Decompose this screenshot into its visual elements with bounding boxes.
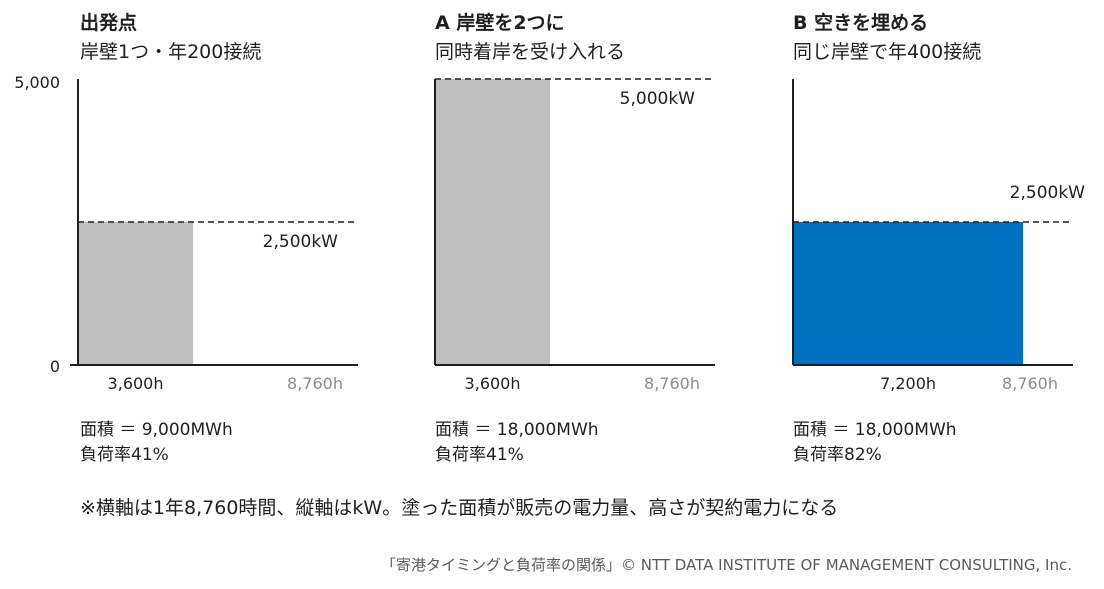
y-tick-label-max: 5,000: [14, 73, 60, 92]
panel-2-load-factor-stat: 負荷率41%: [435, 445, 524, 465]
panel-2-title: A 岸壁を2つに: [435, 11, 565, 34]
panel-3-load-factor-stat: 負荷率82%: [793, 445, 882, 465]
panel-2-bar: [435, 79, 551, 365]
panel-3-x-label-used-hours: 7,200h: [880, 374, 936, 393]
panel-1-capacity-label: 2,500kW: [263, 232, 339, 252]
panel-1-title: 出発点: [80, 11, 137, 34]
panel-option-b: B 空きを埋める 同じ岸壁で年400接続 2,500kW 7,200h 8,76…: [792, 11, 1086, 465]
panel-1-subtitle: 岸壁1つ・年200接続: [80, 41, 261, 63]
y-tick-label-zero: 0: [50, 357, 60, 376]
panel-2-area-stat: 面積 ＝ 18,000MWh: [435, 420, 599, 440]
panel-2-x-label-used-hours: 3,600h: [465, 374, 521, 393]
panel-3-area-stat: 面積 ＝ 18,000MWh: [793, 420, 957, 440]
panel-3-title: B 空きを埋める: [793, 11, 928, 34]
panel-3-bar: [793, 222, 1024, 365]
panel-3-x-label-total-hours: 8,760h: [1002, 374, 1058, 393]
panel-2-x-label-total-hours: 8,760h: [644, 374, 700, 393]
footnote: ※横軸は1年8,760時間、縦軸はkW。塗った面積が販売の電力量、高さが契約電力…: [80, 496, 838, 519]
panel-1-x-label-used-hours: 3,600h: [108, 374, 164, 393]
panel-option-a: A 岸壁を2つに 同時着岸を受け入れる 5,000kW 3,600h 8,760…: [434, 11, 715, 465]
copyright-credit: 「寄港タイミングと負荷率の関係」© NTT DATA INSTITUTE OF …: [381, 556, 1072, 574]
panel-1-load-factor-stat: 負荷率41%: [80, 445, 169, 465]
panel-1-x-label-total-hours: 8,760h: [287, 374, 343, 393]
panel-1-area-stat: 面積 ＝ 9,000MWh: [80, 420, 233, 440]
panel-1-bar: [78, 222, 194, 365]
panel-starting-point: 出発点 岸壁1つ・年200接続 5,000 0 2,500kW 3,600h 8…: [14, 11, 358, 465]
panel-2-subtitle: 同時着岸を受け入れる: [435, 41, 625, 63]
panel-3-subtitle: 同じ岸壁で年400接続: [793, 41, 981, 63]
panel-3-capacity-label: 2,500kW: [1010, 183, 1086, 203]
panel-2-capacity-label: 5,000kW: [620, 89, 696, 109]
